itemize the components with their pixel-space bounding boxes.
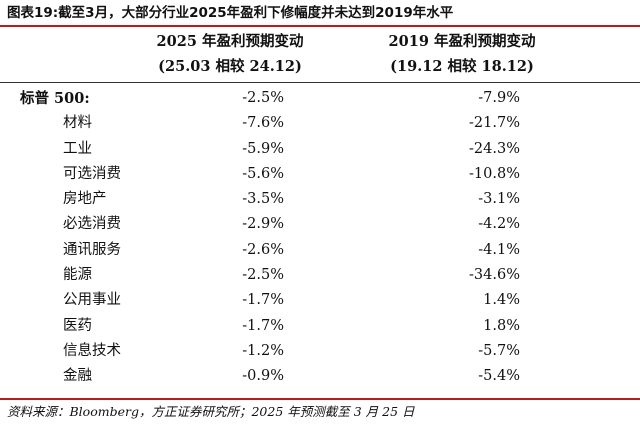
value-2025: -2.5% [242, 267, 284, 284]
row-label: 能源 [63, 267, 92, 284]
table-row: 材料 -7.6% -21.7% [0, 111, 640, 136]
column-header-2025-line1: 2025 年盈利预期变动 [156, 33, 304, 50]
row-label: 通讯服务 [63, 241, 121, 258]
table-row: 能源 -2.5% -34.6% [0, 263, 640, 288]
table-row: 房地产 -3.5% -3.1% [0, 187, 640, 212]
value-2025: -2.6% [242, 241, 284, 258]
value-2025: -5.6% [242, 165, 284, 182]
row-label: 金融 [63, 368, 92, 385]
row-label: 必选消费 [63, 216, 121, 233]
value-2025: -3.5% [242, 191, 284, 208]
value-2019: -21.7% [469, 115, 520, 132]
row-label: 信息技术 [63, 342, 121, 359]
row-label: 医药 [63, 317, 92, 334]
row-label: 材料 [63, 115, 92, 132]
value-2025: -1.7% [242, 292, 284, 309]
column-header-2025-line2: (25.03 相较 24.12) [158, 58, 302, 75]
value-2019: -5.4% [478, 368, 520, 385]
value-2025: -2.9% [242, 216, 284, 233]
value-2019: -3.1% [478, 191, 520, 208]
row-label: 标普 500: [20, 90, 90, 107]
bottom-rule [0, 398, 640, 400]
table-row: 公用事业 -1.7% 1.4% [0, 288, 640, 313]
value-2019: -24.3% [469, 140, 520, 157]
header-rule [0, 82, 640, 83]
table-row: 医药 -1.7% 1.8% [0, 314, 640, 339]
source-note: 资料来源：Bloomberg，方正证券研究所；2025 年预测截至 3 月 25… [7, 404, 415, 419]
value-2025: -1.7% [242, 317, 284, 334]
value-2019: -7.9% [478, 90, 520, 106]
value-2025: -7.6% [242, 115, 284, 132]
table-row: 金融 -0.9% -5.4% [0, 364, 640, 389]
row-label: 工业 [63, 140, 92, 157]
row-label: 公用事业 [63, 292, 121, 309]
table-row: 工业 -5.9% -24.3% [0, 137, 640, 162]
row-label: 房地产 [63, 191, 107, 208]
column-header-2019-line1: 2019 年盈利预期变动 [388, 33, 536, 50]
table-row: 标普 500: -2.5% -7.9% [0, 86, 640, 111]
value-2019: -4.2% [478, 216, 520, 233]
value-2019: -10.8% [469, 165, 520, 182]
value-2019: 1.4% [483, 292, 520, 309]
table-row: 信息技术 -1.2% -5.7% [0, 339, 640, 364]
column-header-2019-line2: (19.12 相较 18.12) [390, 58, 534, 75]
value-2019: -5.7% [478, 342, 520, 359]
row-label: 可选消费 [63, 165, 121, 182]
top-rule [0, 25, 640, 27]
value-2025: -1.2% [242, 342, 284, 359]
value-2025: -2.5% [242, 90, 284, 106]
value-2019: -34.6% [469, 267, 520, 284]
table-body: 标普 500: -2.5% -7.9% 材料 -7.6% -21.7% 工业 -… [0, 86, 640, 390]
figure-title: 图表19:截至3月，大部分行业2025年盈利下修幅度并未达到2019年水平 [7, 5, 454, 21]
value-2019: -4.1% [478, 241, 520, 258]
table-row: 通讯服务 -2.6% -4.1% [0, 238, 640, 263]
value-2025: -5.9% [242, 140, 284, 157]
value-2025: -0.9% [242, 368, 284, 385]
table-row: 必选消费 -2.9% -4.2% [0, 212, 640, 237]
value-2019: 1.8% [483, 317, 520, 334]
table-row: 可选消费 -5.6% -10.8% [0, 162, 640, 187]
